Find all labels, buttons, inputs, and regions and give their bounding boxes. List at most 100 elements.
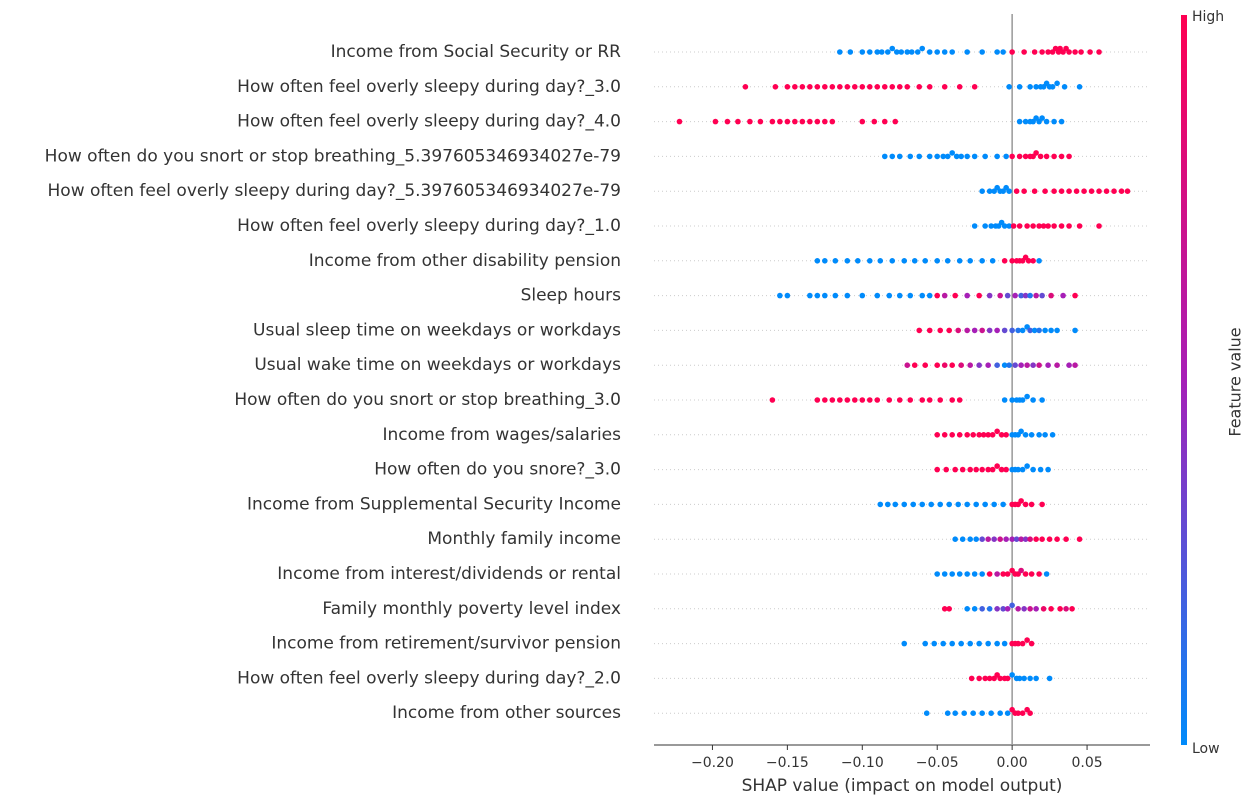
shap-dot: [934, 153, 941, 160]
shap-dot: [1036, 327, 1042, 334]
shap-dot: [1028, 571, 1035, 577]
shap-dot: [742, 84, 749, 90]
shap-dot: [979, 571, 985, 577]
shap-dot: [944, 258, 951, 264]
shap-dot: [919, 397, 926, 403]
shap-dot: [1039, 115, 1045, 121]
shap-dot: [884, 49, 891, 55]
shap-dot: [949, 397, 955, 403]
shap-dot: [814, 292, 821, 299]
shap-dot: [1081, 188, 1087, 194]
shap-dot: [1051, 118, 1057, 125]
shap-dot: [919, 501, 926, 508]
shap-dot: [958, 153, 964, 160]
shap-dot: [943, 466, 950, 473]
shap-dot: [1058, 118, 1065, 125]
shap-dot: [941, 432, 948, 438]
shap-dot: [1042, 188, 1048, 194]
shap-dot: [982, 675, 988, 682]
shap-dot: [874, 49, 881, 55]
shap-dot: [866, 84, 873, 90]
shap-dot: [889, 84, 896, 90]
shap-dot: [980, 432, 987, 438]
shap-dot: [985, 362, 991, 369]
shap-dot: [908, 49, 915, 55]
shap-dot: [799, 84, 806, 90]
row-label: How often feel overly sleepy during day?…: [237, 112, 621, 132]
shap-dot: [1018, 498, 1024, 504]
shap-dot: [1033, 292, 1039, 299]
shap-dot: [874, 292, 881, 299]
shap-dot: [911, 258, 918, 264]
shap-dot: [1060, 292, 1066, 299]
shap-dot: [832, 292, 839, 299]
shap-dot: [822, 258, 828, 264]
shap-dot: [988, 710, 994, 716]
x-tick-label: −0.20: [691, 755, 734, 771]
shap-dot: [871, 118, 878, 125]
shap-dot: [877, 258, 884, 264]
shap-dot: [832, 258, 839, 264]
shap-dot: [1028, 640, 1035, 647]
row-label: Usual sleep time on weekdays or workdays: [253, 320, 621, 340]
shap-dot: [1030, 397, 1036, 403]
shap-dot: [859, 49, 866, 55]
shap-dot: [1054, 536, 1060, 542]
shap-dot: [1019, 640, 1026, 647]
shap-dot: [968, 675, 975, 682]
shap-dot: [986, 571, 993, 577]
shap-dot: [1022, 501, 1029, 508]
shap-dot: [967, 362, 973, 369]
shap-dot: [971, 606, 978, 612]
shap-dot: [1033, 84, 1039, 90]
shap-dot: [829, 118, 836, 125]
shap-dot: [1046, 675, 1053, 682]
shap-dot: [1027, 327, 1033, 334]
shap-dot: [1046, 536, 1053, 542]
shap-dot: [901, 640, 908, 647]
row-label: How often feel overly sleepy during day?…: [237, 77, 621, 97]
shap-dot: [1088, 188, 1095, 194]
shap-dot: [964, 292, 970, 299]
shap-dot: [926, 397, 933, 403]
shap-dot: [1015, 640, 1021, 647]
shap-dot: [889, 153, 896, 160]
shap-dot: [859, 397, 866, 403]
shap-dot: [934, 292, 941, 299]
shap-dot: [784, 292, 791, 299]
row-label: How often do you snort or stop breathing…: [234, 390, 621, 410]
shap-dot: [985, 536, 991, 542]
shap-dot: [964, 153, 970, 160]
shap-dot: [955, 327, 961, 334]
shap-dot: [784, 118, 791, 125]
shap-dot: [1006, 362, 1012, 369]
shap-dot: [1045, 49, 1051, 55]
shap-dot: [926, 327, 933, 334]
shap-dot: [979, 710, 985, 716]
row-label: Sleep hours: [521, 286, 622, 306]
shap-dot: [986, 606, 993, 612]
shap-dot: [1042, 327, 1048, 334]
shap-dot: [1058, 153, 1065, 160]
shap-dot: [901, 258, 908, 264]
shap-dot: [952, 710, 958, 716]
row-label: Income from other sources: [392, 703, 621, 723]
shap-dot: [1016, 675, 1023, 682]
shap-dot: [926, 49, 933, 55]
shap-dot: [1012, 292, 1018, 299]
shap-dot: [1048, 606, 1054, 612]
shap-dot: [1036, 571, 1042, 577]
shap-dot: [949, 571, 955, 577]
shap-dot: [1009, 672, 1015, 678]
shap-dot: [940, 640, 947, 647]
shap-dot: [814, 397, 821, 403]
shap-dot: [1111, 188, 1117, 194]
shap-dot: [1022, 153, 1029, 160]
shap-dot: [847, 49, 854, 55]
shap-dot: [896, 292, 903, 299]
row-label: Usual wake time on weekdays or workdays: [254, 355, 621, 375]
shap-dot: [998, 466, 1005, 473]
shap-dot: [1051, 223, 1057, 229]
shap-dot: [997, 536, 1003, 542]
